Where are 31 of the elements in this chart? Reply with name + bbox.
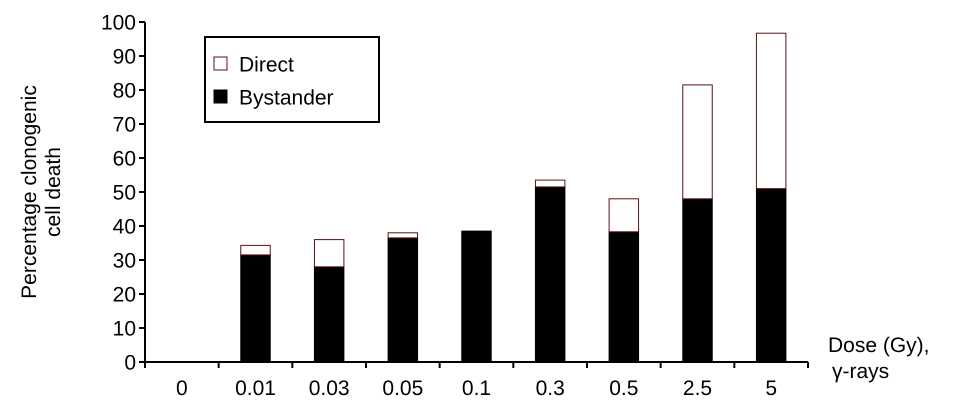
y-tick-label: 50	[112, 181, 136, 204]
y-tick-label: 0	[124, 351, 136, 374]
y-tick-label: 90	[112, 45, 136, 68]
y-tick-label: 10	[112, 317, 136, 340]
y-tick-label: 80	[112, 79, 136, 102]
y-axis-title: Percentage clonogenic cell death	[18, 85, 65, 299]
x-tick-label: 0.3	[536, 377, 565, 400]
bar	[314, 239, 344, 268]
bar	[388, 232, 418, 238]
x-tick-label: 0	[176, 377, 188, 400]
bar	[756, 32, 786, 190]
x-tick-label: 5	[765, 377, 778, 400]
x-axis-title: Dose (Gy), γ-rays	[828, 334, 930, 383]
bar	[682, 84, 713, 200]
y-tick-label: 30	[112, 249, 136, 272]
y-tick-label: 60	[112, 147, 136, 170]
y-tick-label: 40	[112, 215, 136, 238]
x-tick-label: 0.5	[609, 377, 638, 400]
x-tick-label: 0.03	[308, 377, 350, 400]
y-tick-label: 70	[112, 113, 136, 136]
legend-label: Bystander	[239, 86, 334, 110]
bar	[240, 244, 271, 256]
x-tick-label: 2.5	[682, 377, 712, 400]
x-tick-label: 0.1	[462, 377, 492, 400]
y-tick-label: 100	[100, 11, 136, 34]
x-tick-label: 0.05	[382, 377, 424, 400]
y-tick-label: 20	[112, 283, 136, 306]
bar	[534, 180, 566, 188]
legend-label: Direct	[239, 53, 294, 76]
bar	[608, 198, 640, 232]
x-tick-label: 0.01	[235, 377, 276, 400]
